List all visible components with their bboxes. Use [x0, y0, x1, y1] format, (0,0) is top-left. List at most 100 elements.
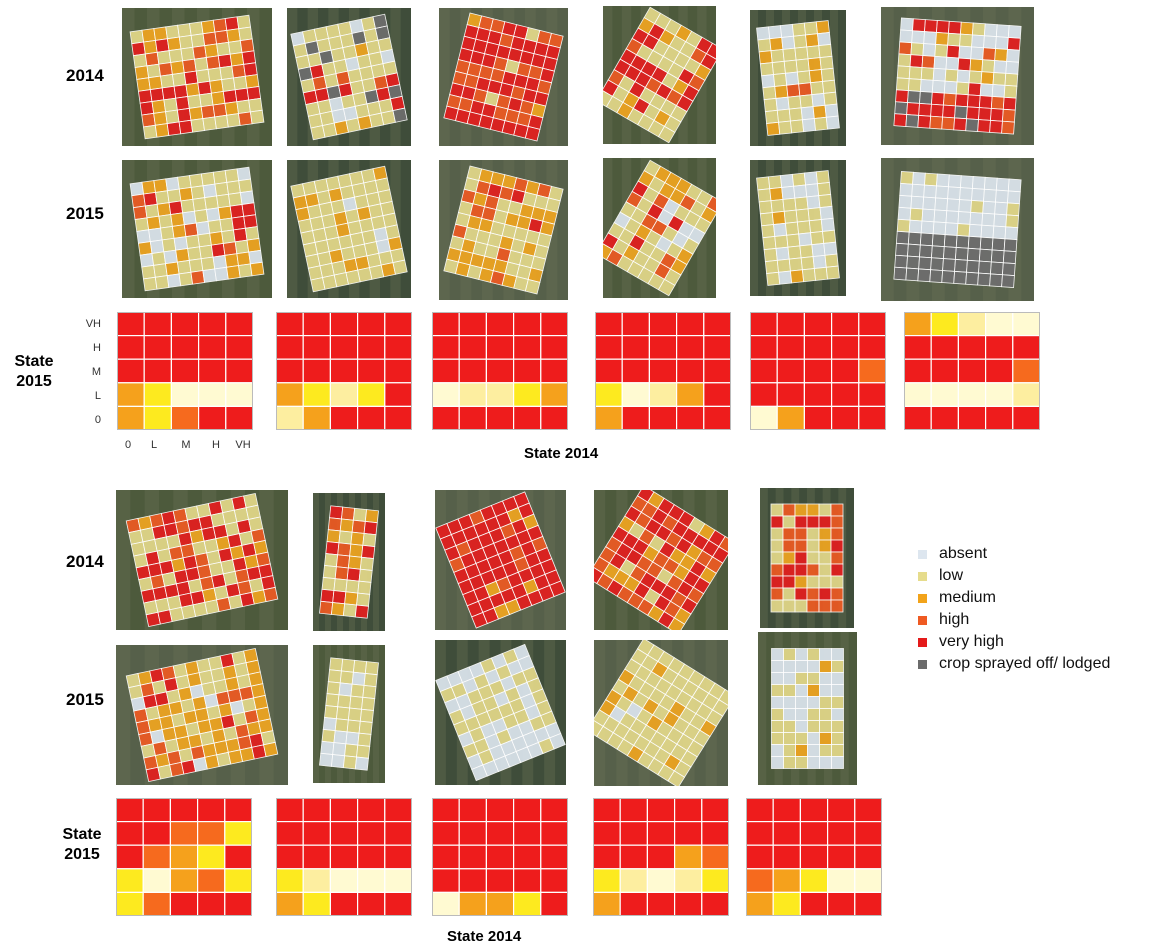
field-grid: [129, 14, 265, 140]
field-grid: [594, 490, 728, 630]
field-grid-cell: [807, 660, 820, 673]
matrix-cell: [169, 798, 199, 823]
matrix-cell: [485, 798, 515, 823]
matrix-cell: [772, 821, 802, 846]
matrix-cell: [803, 358, 833, 384]
field-grid-cell: [233, 227, 248, 243]
field-grid: [435, 491, 566, 629]
state-2014-label-bottom: State 2014: [447, 928, 522, 945]
field-grid-cell: [783, 744, 796, 757]
field-grid-cell: [967, 235, 982, 250]
field-grid-cell: [960, 21, 974, 36]
aerial-texture: [122, 8, 135, 146]
field-grid-cell: [770, 503, 784, 517]
state-2015-label-line1: State: [14, 353, 54, 370]
field-grid-cell: [770, 551, 784, 565]
matrix-cell: [432, 798, 460, 823]
field-grid-cell: [807, 648, 820, 661]
field-grid-cell: [1007, 25, 1022, 39]
field-grid-cell: [965, 271, 979, 286]
field-grid-cell: [194, 57, 209, 72]
field-grid-cell: [200, 19, 216, 35]
matrix-cell: [799, 868, 829, 894]
field-grid-cell: [210, 243, 226, 258]
legend-swatch: [918, 549, 927, 559]
field-grid-cell: [362, 532, 377, 548]
field-grid-cell: [217, 205, 233, 221]
field-grid-cell: [1007, 178, 1022, 193]
matrix-cell: [540, 382, 568, 408]
field-grid-cell: [345, 731, 360, 746]
field-grid-cell: [1006, 202, 1020, 217]
field-grid-cell: [363, 673, 378, 688]
matrix-cell: [458, 798, 488, 823]
field-grid-cell: [132, 205, 148, 220]
field-grid-cell: [657, 278, 676, 297]
matrix-cell: [329, 798, 359, 823]
field-grid-cell: [241, 202, 257, 217]
field-grid-cell: [907, 90, 921, 104]
field-grid-cell: [202, 116, 217, 131]
field-grid-cell: [345, 579, 360, 594]
field-grid-cell: [166, 273, 182, 288]
field-grid-cell: [791, 172, 806, 187]
field-grid-cell: [197, 80, 212, 96]
matrix-cell: [302, 335, 332, 360]
field-grid-cell: [141, 264, 156, 280]
field-grid-cell: [995, 36, 1009, 50]
aerial-texture: [435, 640, 446, 785]
aerial-texture: [287, 8, 298, 146]
matrix-cell: [703, 312, 731, 337]
field-grid-cell: [795, 696, 808, 709]
field-grid-cell: [801, 118, 817, 133]
transition-matrix-top: [904, 312, 1040, 430]
field-grid-cell: [798, 232, 813, 247]
matrix-cell: [356, 335, 386, 360]
matrix-cell: [512, 798, 542, 823]
field-grid-cell: [990, 96, 1005, 110]
field-grid: [290, 13, 408, 141]
matrix-cell: [116, 891, 144, 916]
matrix-cell: [619, 891, 649, 916]
field-grid-cell: [947, 186, 961, 201]
matrix-cell: [170, 312, 200, 337]
field-grid-cell: [239, 38, 255, 53]
field-grid-cell: [153, 26, 168, 41]
field-grid-cell: [238, 263, 253, 278]
field-grid-cell: [190, 33, 206, 48]
matrix-cell: [830, 335, 860, 360]
matrix-cell: [957, 358, 987, 384]
matrix-cell: [302, 405, 332, 430]
matrix-cell: [329, 868, 359, 894]
field-grid-cell: [363, 521, 378, 536]
field-grid-cell: [830, 599, 844, 613]
field-grid-cell: [214, 114, 229, 130]
field-grid-cell: [324, 705, 339, 720]
field-grid-cell: [824, 103, 839, 118]
matrix-cell: [169, 868, 199, 894]
field-grid-cell: [783, 708, 796, 721]
matrix-cell: [512, 821, 542, 846]
field-grid: [435, 643, 566, 782]
matrix-border: [750, 312, 886, 430]
matrix-cell: [746, 821, 774, 846]
field-grid-cell: [794, 515, 808, 529]
matrix-cell: [117, 405, 145, 430]
field-grid-cell: [357, 580, 372, 595]
field-grid-cell: [358, 568, 373, 583]
field-grid-cell: [807, 720, 820, 733]
field-grid-cell: [818, 515, 832, 529]
field-grid-cell: [917, 268, 932, 283]
matrix-cell: [826, 891, 856, 916]
matrix-cell: [329, 821, 359, 846]
matrix-cell: [196, 798, 226, 823]
field-grid-cell: [948, 20, 962, 35]
matrix-cell: [512, 891, 542, 916]
field-grid-cell: [756, 26, 771, 41]
state-2015-label-line2: 2015: [64, 846, 100, 863]
matrix-cell: [772, 798, 802, 823]
field-grid-cell: [935, 185, 949, 200]
field-grid-cell: [919, 91, 933, 105]
field-grid-cell: [907, 243, 921, 258]
field-map-tile: [760, 488, 854, 628]
